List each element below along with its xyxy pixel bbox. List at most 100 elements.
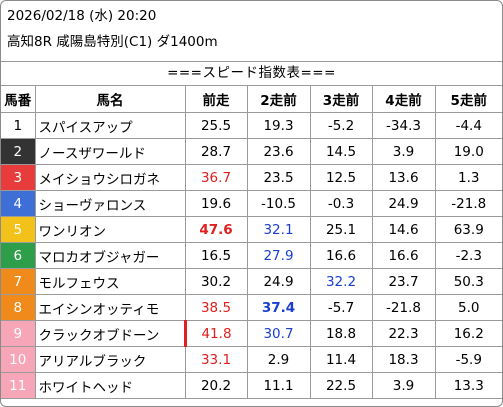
speed-value: 18.3 <box>371 346 436 373</box>
speed-value: 16.6 <box>309 242 373 269</box>
gate-number: 4 <box>1 190 36 217</box>
speed-value: -4.4 <box>434 112 502 139</box>
speed-value: 5.0 <box>434 294 502 321</box>
gate-number: 11 <box>1 372 36 399</box>
speed-value: 30.2 <box>184 268 248 295</box>
speed-value: 63.9 <box>434 216 502 243</box>
speed-value: 23.6 <box>246 138 311 165</box>
speed-value: -21.8 <box>434 190 502 217</box>
speed-value: 25.5 <box>184 112 248 139</box>
speed-value: 27.9 <box>246 242 311 269</box>
table-row: 7 モルフェウス 30.2 24.9 32.2 23.7 50.3 <box>1 268 502 295</box>
horse-name: モルフェウス <box>34 268 186 295</box>
speed-value: 3.9 <box>371 138 436 165</box>
table-row: 6 マロカオブジャガー 16.5 27.9 16.6 16.6 -2.3 <box>1 242 502 269</box>
horse-name: クラックオブドーン <box>34 320 187 347</box>
speed-value: 13.3 <box>434 372 502 399</box>
table-row: 4 ショーヴァロンス 19.6 -10.5 -0.3 24.9 -21.8 <box>1 190 502 217</box>
speed-value: 47.6 <box>184 216 248 243</box>
speed-value: 19.6 <box>184 190 248 217</box>
table-row: 3 メイショウシロガネ 36.7 23.5 12.5 13.6 1.3 <box>1 164 502 191</box>
speed-value: 20.2 <box>184 372 248 399</box>
speed-value: 22.5 <box>309 372 373 399</box>
speed-value: 50.3 <box>434 268 502 295</box>
speed-value: -0.3 <box>309 190 373 217</box>
gate-number: 9 <box>1 320 36 347</box>
speed-value: 16.2 <box>434 320 502 347</box>
table-row: 1 スパイスアップ 25.5 19.3 -5.2 -34.3 -4.4 <box>1 112 502 139</box>
speed-value: 32.2 <box>309 268 373 295</box>
speed-value: 38.5 <box>184 294 248 321</box>
speed-value: -21.8 <box>371 294 436 321</box>
col-header-name: 馬名 <box>34 85 186 113</box>
horse-name: アリアルブラック <box>34 346 186 373</box>
table-row: 11 ホワイトヘッド 20.2 11.1 22.5 3.9 13.3 <box>1 372 502 399</box>
horse-name: ホワイトヘッド <box>34 372 186 399</box>
gate-number: 5 <box>1 216 36 243</box>
race-info: 高知8R 咸陽島特別(C1) ダ1400m <box>7 34 218 50</box>
gate-number: 8 <box>1 294 36 321</box>
speed-value: 16.5 <box>184 242 248 269</box>
speed-value: 14.5 <box>309 138 373 165</box>
speed-value: -5.9 <box>434 346 502 373</box>
speed-value: 14.6 <box>371 216 436 243</box>
horse-name: マロカオブジャガー <box>34 242 186 269</box>
speed-value: 36.7 <box>184 164 248 191</box>
speed-value: 16.6 <box>371 242 436 269</box>
horse-name: スパイスアップ <box>34 112 186 139</box>
gate-number: 3 <box>1 164 36 191</box>
horse-name: ショーヴァロンス <box>34 190 186 217</box>
speed-value: 19.0 <box>434 138 502 165</box>
table-row: 2 ノースザワールド 28.7 23.6 14.5 3.9 19.0 <box>1 138 502 165</box>
table-row: 8 エイシンオッティモ 38.5 37.4 -5.7 -21.8 5.0 <box>1 294 502 321</box>
col-header-2back: 2走前 <box>246 85 311 113</box>
speed-value: -10.5 <box>246 190 311 217</box>
speed-value: 32.1 <box>246 216 311 243</box>
horse-name: エイシンオッティモ <box>34 294 186 321</box>
gate-number: 1 <box>1 112 36 139</box>
speed-value: 23.7 <box>371 268 436 295</box>
speed-value: 18.8 <box>309 320 373 347</box>
table-row: 9 クラックオブドーン 41.8 30.7 18.8 22.3 16.2 <box>1 320 502 347</box>
horse-name: ノースザワールド <box>34 138 186 165</box>
speed-value: 25.1 <box>309 216 373 243</box>
col-header-5back: 5走前 <box>434 85 502 113</box>
col-header-4back: 4走前 <box>371 85 436 113</box>
speed-value: 11.4 <box>309 346 373 373</box>
speed-value: 23.5 <box>246 164 311 191</box>
speed-index-table: 馬番 馬名 前走 2走前 3走前 4走前 5走前 1 スパイスアップ 25.5 … <box>1 85 502 399</box>
speed-value: -2.3 <box>434 242 502 269</box>
table-title: ===スピード指数表=== <box>1 61 502 86</box>
speed-value: 3.9 <box>371 372 436 399</box>
col-header-num: 馬番 <box>1 85 36 113</box>
speed-value: 12.5 <box>309 164 373 191</box>
speed-value: 11.1 <box>246 372 311 399</box>
col-header-last: 前走 <box>184 85 248 113</box>
gate-number: 2 <box>1 138 36 165</box>
horse-name: ワンリオン <box>34 216 186 243</box>
gate-number: 7 <box>1 268 36 295</box>
header-row: 馬番 馬名 前走 2走前 3走前 4走前 5走前 <box>1 85 502 113</box>
speed-value: 2.9 <box>246 346 311 373</box>
speed-value: 22.3 <box>371 320 436 347</box>
speed-value: 41.8 <box>184 320 248 347</box>
table-row: 10 アリアルブラック 33.1 2.9 11.4 18.3 -5.9 <box>1 346 502 373</box>
speed-value: -5.2 <box>309 112 373 139</box>
speed-value: 19.3 <box>246 112 311 139</box>
race-datetime: 2026/02/18 (水) 20:20 <box>7 8 157 24</box>
speed-value: 24.9 <box>246 268 311 295</box>
speed-value: 37.4 <box>246 294 311 321</box>
speed-value: 13.6 <box>371 164 436 191</box>
col-header-3back: 3走前 <box>309 85 373 113</box>
gate-number: 10 <box>1 346 36 373</box>
speed-value: 1.3 <box>434 164 502 191</box>
speed-value: 33.1 <box>184 346 248 373</box>
speed-value: 24.9 <box>371 190 436 217</box>
gate-number: 6 <box>1 242 36 269</box>
speed-value: -34.3 <box>371 112 436 139</box>
horse-name: メイショウシロガネ <box>34 164 186 191</box>
table-row: 5 ワンリオン 47.6 32.1 25.1 14.6 63.9 <box>1 216 502 243</box>
speed-value: -5.7 <box>309 294 373 321</box>
speed-value: 28.7 <box>184 138 248 165</box>
